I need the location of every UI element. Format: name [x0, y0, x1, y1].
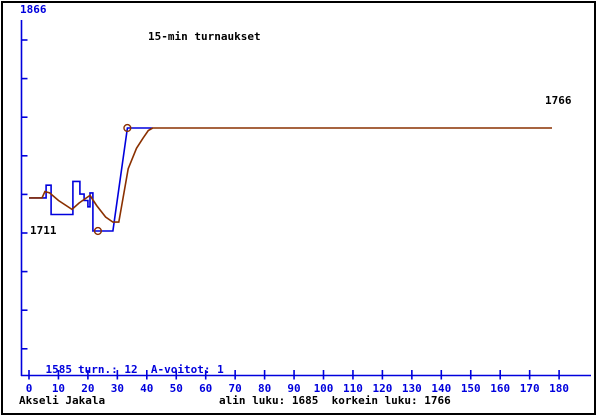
x-tick-label: 160: [490, 382, 511, 395]
x-tick-label: 150: [460, 382, 481, 395]
x-tick-label: 50: [169, 382, 183, 395]
x-tick-label: 60: [199, 382, 213, 395]
y-axis-bottom-label: 1585: [45, 363, 73, 376]
x-tick-label: 100: [313, 382, 334, 395]
bottom-axis-line: 1585 turn.: 12 A-voitot: 1: [19, 353, 224, 386]
player-name: Akseli Jakala: [19, 394, 106, 407]
x-tick-label: 0: [25, 382, 33, 395]
tournament-rating-line: [29, 127, 153, 232]
x-tick-label: 70: [228, 382, 242, 395]
x-tick-label: 40: [140, 382, 154, 395]
highest-point-marker: [123, 123, 132, 133]
x-tick-label: 180: [549, 382, 570, 395]
x-tick-label: 120: [372, 382, 393, 395]
x-tick-label: 140: [431, 382, 452, 395]
start-rating-annotation: 1711: [30, 224, 57, 237]
x-tick-label: 130: [401, 382, 422, 395]
y-axis-top-label: 1866: [20, 3, 47, 16]
x-tick-label: 110: [343, 382, 363, 395]
x-tick-label: 80: [257, 382, 272, 395]
x-tick-label: 30: [110, 382, 124, 395]
end-rating-annotation: 1766: [545, 94, 572, 107]
chart-title: 15-min turnaukset: [148, 30, 261, 43]
x-tick-label: 90: [287, 382, 301, 395]
lowest-point-marker: [93, 226, 103, 236]
x-tick-label: 20: [81, 382, 95, 395]
rating-trend-line: [29, 127, 552, 223]
x-tick-label: 170: [519, 382, 540, 395]
window-border: [1, 1, 596, 415]
stats-label: turn.: 12 A-voitot: 1: [78, 363, 224, 376]
x-tick-label: 10: [51, 382, 66, 395]
min-max-summary: alin luku: 1685 korkein luku: 1766: [219, 394, 451, 407]
